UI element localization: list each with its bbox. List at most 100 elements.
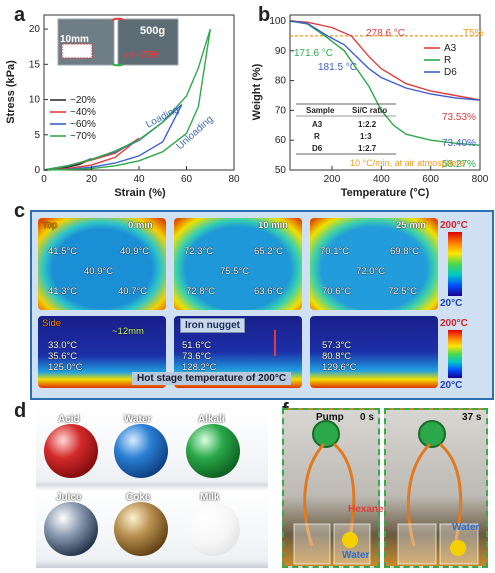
time-left: 0 s xyxy=(360,412,374,423)
table-cell: A3 xyxy=(312,120,323,129)
pump-icon xyxy=(312,420,340,448)
x-tick-label: 400 xyxy=(373,174,390,185)
table-cell: 1:2.2 xyxy=(358,120,377,129)
table-cell: R xyxy=(314,132,320,141)
iron-nugget-label: Iron nugget xyxy=(180,318,245,333)
tubing-lines xyxy=(293,442,479,565)
pump-icon xyxy=(418,420,446,448)
side-temp: 51.6°C xyxy=(182,340,212,351)
panel-label-c: c xyxy=(14,200,26,222)
liquid-label: Milk xyxy=(200,492,220,503)
side-scale-min: 20°C xyxy=(440,380,463,391)
x-tick-label: 20 xyxy=(86,174,98,185)
temp-reading: 40.9°C xyxy=(84,266,114,277)
tga-chart: 200 400 600 800 50 60 70 80 90 100 Temperature (°… xyxy=(251,14,489,199)
time-10min: 10 min xyxy=(258,220,289,231)
table-cell: 1:3 xyxy=(360,132,372,141)
table-cell: 1:2.7 xyxy=(358,144,377,153)
side-temp: 57.3°C xyxy=(322,340,352,351)
y-tick-label: 5 xyxy=(34,130,40,141)
temp-reading: 41.3°C xyxy=(48,286,78,297)
inset-length-label: 10mm xyxy=(60,34,89,45)
hot-stage-label: Hot stage temperature of 200°C xyxy=(132,372,292,385)
iron-nugget-arrow xyxy=(274,330,276,356)
liquid-label: Water xyxy=(124,414,152,425)
side-temp: 73.6°C xyxy=(182,351,212,362)
y-tick-label: 60 xyxy=(275,135,287,146)
annot-7340: 73.40% xyxy=(442,138,476,149)
legend-label: ~60% xyxy=(70,119,96,130)
thermal-top-25min xyxy=(310,218,438,310)
y-tick-label: 0 xyxy=(34,165,40,176)
water-label-left: Water xyxy=(342,550,370,561)
top-row-label: Top xyxy=(42,220,58,231)
y-tick-label: 100 xyxy=(269,16,286,27)
temp-reading: 41.5°C xyxy=(48,246,78,257)
series-line-R xyxy=(289,20,481,146)
side-temp: 33.0°C xyxy=(48,340,78,351)
t5-label: T5% xyxy=(463,28,484,39)
x-tick-label: 60 xyxy=(181,174,193,185)
annot-5827: 58.27% xyxy=(442,159,476,170)
droplet-water xyxy=(114,424,168,478)
time-0min: 0 min xyxy=(128,220,153,231)
x-tick-label: 600 xyxy=(422,174,439,185)
temp-reading: 72.3°C xyxy=(184,246,214,257)
panel-label-d: d xyxy=(14,400,27,422)
side-scale-max: 200°C xyxy=(440,318,468,329)
b-xlabel: Temperature (°C) xyxy=(341,187,430,199)
thermal-top-10min xyxy=(174,218,302,310)
temp-reading: 75.5°C xyxy=(220,266,250,277)
annot-1815: 181.5 °C xyxy=(318,62,357,73)
legend-label: R xyxy=(444,55,451,66)
droplet-alkali xyxy=(186,424,240,478)
y-tick-label: 70 xyxy=(275,105,287,116)
side-temp: 125.0°C xyxy=(48,362,83,373)
temp-reading: 70.6°C xyxy=(322,286,352,297)
x-tick-label: 0 xyxy=(41,174,47,185)
time-right: 37 s xyxy=(462,412,482,423)
top-scale-min: 20°C xyxy=(440,298,463,309)
legend-label: D6 xyxy=(444,67,457,78)
legend-label: A3 xyxy=(444,43,457,54)
pump-label: Pump xyxy=(316,412,344,423)
x-tick-label: 80 xyxy=(228,174,240,185)
y-tick-label: 10 xyxy=(29,95,41,106)
y-tick-label: 20 xyxy=(29,24,41,35)
side-row-label: Side xyxy=(42,318,62,329)
annot-1716: 171.6 °C xyxy=(294,48,333,59)
a-xlabel: Strain (%) xyxy=(114,187,166,199)
droplet-acid xyxy=(44,424,98,478)
panel-label-b: b xyxy=(258,4,271,26)
liquid-label: Coke xyxy=(126,492,151,503)
y-tick-label: 80 xyxy=(275,76,287,87)
liquid-label: Alkali xyxy=(198,414,225,425)
temp-reading: 70.1°C xyxy=(320,246,350,257)
table-header-sample: Sample xyxy=(306,106,335,115)
water-label-right: Water xyxy=(452,522,480,533)
series-line-D6 xyxy=(289,20,481,101)
temp-reading: 72.8°C xyxy=(186,286,216,297)
inset-strain-label: ε=~75% xyxy=(124,50,161,61)
temp-reading: 63.6°C xyxy=(254,286,284,297)
droplet-milk xyxy=(186,502,240,556)
panel-label-a: a xyxy=(14,4,26,26)
side-temp: 129.6°C xyxy=(322,362,357,373)
y-tick-label: 90 xyxy=(275,46,287,57)
temp-reading: 72.0°C xyxy=(356,266,386,277)
annot-rate: 10 °C/min, at air atmosphere xyxy=(350,158,465,168)
thermal-side-25min xyxy=(310,316,438,388)
time-25min: 25 min xyxy=(396,220,427,231)
y-tick-label: 15 xyxy=(29,59,41,70)
top-colorbar xyxy=(448,232,462,296)
series-line-A3 xyxy=(289,20,481,101)
x-tick-label: 200 xyxy=(324,174,341,185)
side-temp: 80.8°C xyxy=(322,351,352,362)
temp-reading: 72.5°C xyxy=(388,286,418,297)
side-dimension-label: ~12mm xyxy=(112,326,144,337)
annot-2786: 278.6 °C xyxy=(366,28,405,39)
temp-reading: 40.9°C xyxy=(120,246,150,257)
droplet-juice xyxy=(44,502,98,556)
stress-strain-chart: 0 20 40 60 80 0 5 10 15 20 Strain (%) Stress (kPa… xyxy=(5,14,240,199)
hexane-label: Hexane xyxy=(348,504,384,515)
